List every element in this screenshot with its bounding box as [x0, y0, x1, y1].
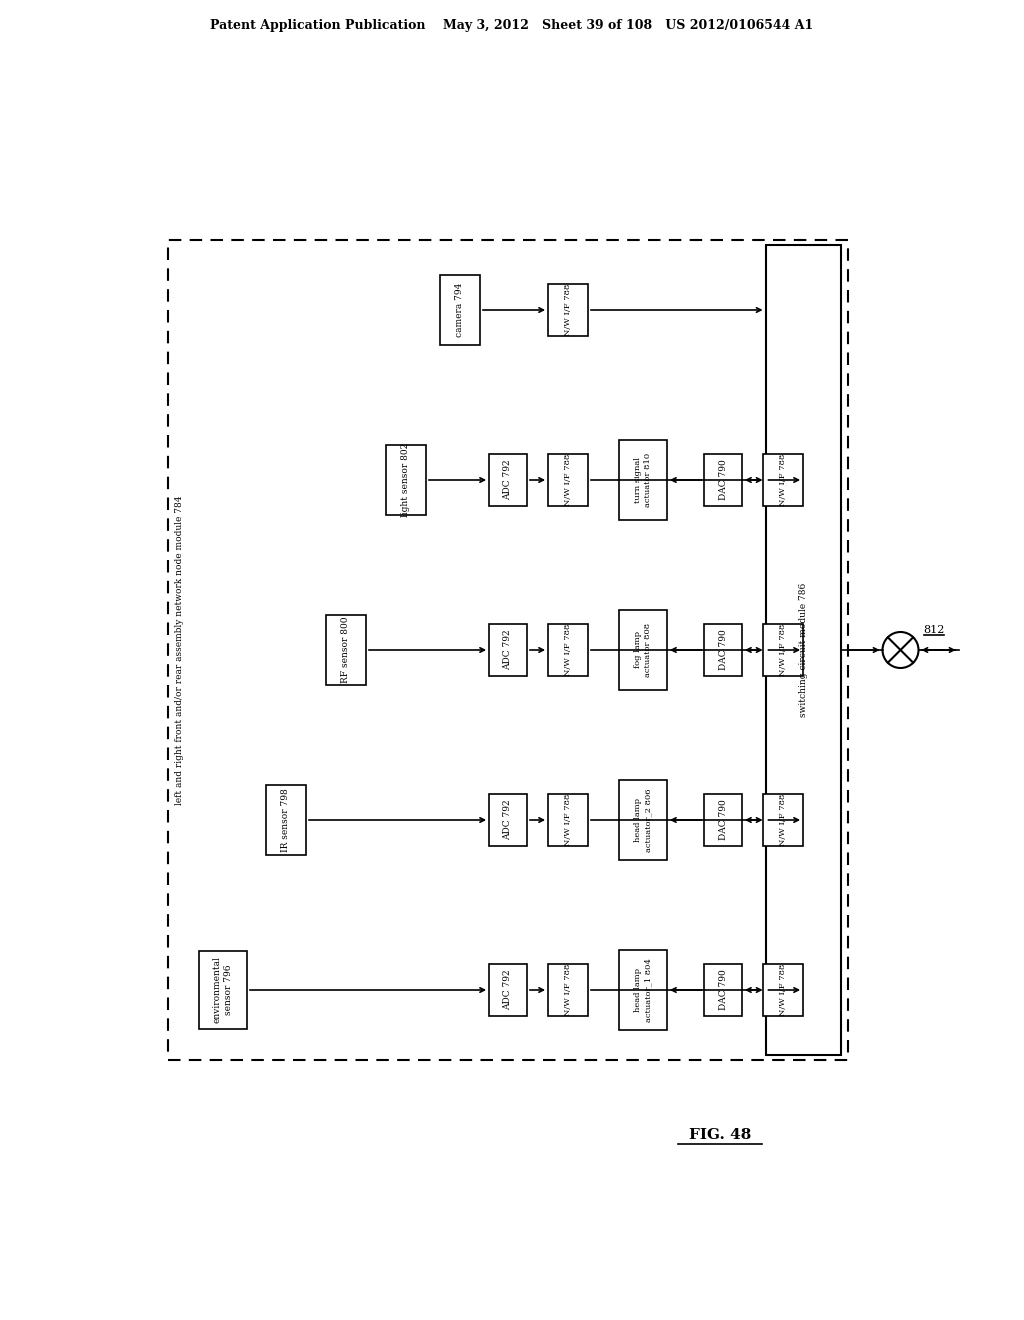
Bar — [326, 615, 366, 685]
Text: N/W I/F 788: N/W I/F 788 — [779, 624, 787, 676]
Bar — [168, 240, 848, 1060]
Text: RF sensor 800: RF sensor 800 — [341, 616, 350, 684]
Text: DAC 790: DAC 790 — [719, 800, 727, 841]
Text: ADC 792: ADC 792 — [504, 630, 512, 671]
Text: DAC 790: DAC 790 — [719, 970, 727, 1010]
Bar — [766, 246, 841, 1055]
Text: N/W I/F 788: N/W I/F 788 — [564, 793, 572, 846]
Text: N/W I/F 788: N/W I/F 788 — [779, 793, 787, 846]
Bar — [763, 795, 803, 846]
Bar — [705, 795, 742, 846]
Text: head lamp
actuator_2 806: head lamp actuator_2 806 — [634, 788, 652, 851]
Bar — [489, 624, 527, 676]
Bar — [763, 964, 803, 1016]
Text: switching circuit module 786: switching circuit module 786 — [799, 583, 808, 717]
Text: FIG. 48: FIG. 48 — [689, 1129, 752, 1142]
Text: N/W I/F 788: N/W I/F 788 — [564, 624, 572, 676]
Bar — [763, 624, 803, 676]
Bar — [763, 454, 803, 506]
Text: head lamp
actuator_1 804: head lamp actuator_1 804 — [634, 958, 652, 1022]
Text: ADC 792: ADC 792 — [504, 970, 512, 1010]
Bar — [705, 624, 742, 676]
Bar — [489, 795, 527, 846]
Bar — [548, 795, 588, 846]
Bar — [705, 964, 742, 1016]
Text: ADC 792: ADC 792 — [504, 800, 512, 841]
Bar — [386, 445, 426, 515]
Bar — [266, 785, 306, 855]
Bar — [618, 610, 667, 690]
Text: light sensor 802: light sensor 802 — [401, 444, 411, 517]
Text: 812: 812 — [923, 624, 944, 635]
Bar — [548, 284, 588, 337]
Bar — [489, 454, 527, 506]
Bar — [618, 440, 667, 520]
Bar — [548, 624, 588, 676]
Text: DAC 790: DAC 790 — [719, 630, 727, 671]
Bar — [440, 275, 480, 345]
Text: left and right front and/or rear assembly network node module 784: left and right front and/or rear assembl… — [175, 495, 184, 805]
Bar — [199, 950, 247, 1030]
Text: camera 794: camera 794 — [456, 282, 465, 337]
Text: turn signal
actuator 810: turn signal actuator 810 — [634, 453, 652, 507]
Text: fog lamp
actuator 808: fog lamp actuator 808 — [634, 623, 652, 677]
Bar — [548, 454, 588, 506]
Text: DAC 790: DAC 790 — [719, 459, 727, 500]
Bar — [548, 964, 588, 1016]
Text: ADC 792: ADC 792 — [504, 459, 512, 500]
Bar — [618, 780, 667, 861]
Text: N/W I/F 788: N/W I/F 788 — [564, 964, 572, 1016]
Text: N/W I/F 788: N/W I/F 788 — [564, 454, 572, 506]
Text: Patent Application Publication    May 3, 2012   Sheet 39 of 108   US 2012/010654: Patent Application Publication May 3, 20… — [210, 18, 814, 32]
Bar — [489, 964, 527, 1016]
Text: N/W I/F 788: N/W I/F 788 — [779, 964, 787, 1016]
Bar — [705, 454, 742, 506]
Text: IR sensor 798: IR sensor 798 — [282, 788, 291, 851]
Bar — [618, 950, 667, 1030]
Text: N/W I/F 788: N/W I/F 788 — [564, 284, 572, 337]
Text: environmental
sensor 796: environmental sensor 796 — [213, 957, 233, 1023]
Text: N/W I/F 788: N/W I/F 788 — [779, 454, 787, 506]
